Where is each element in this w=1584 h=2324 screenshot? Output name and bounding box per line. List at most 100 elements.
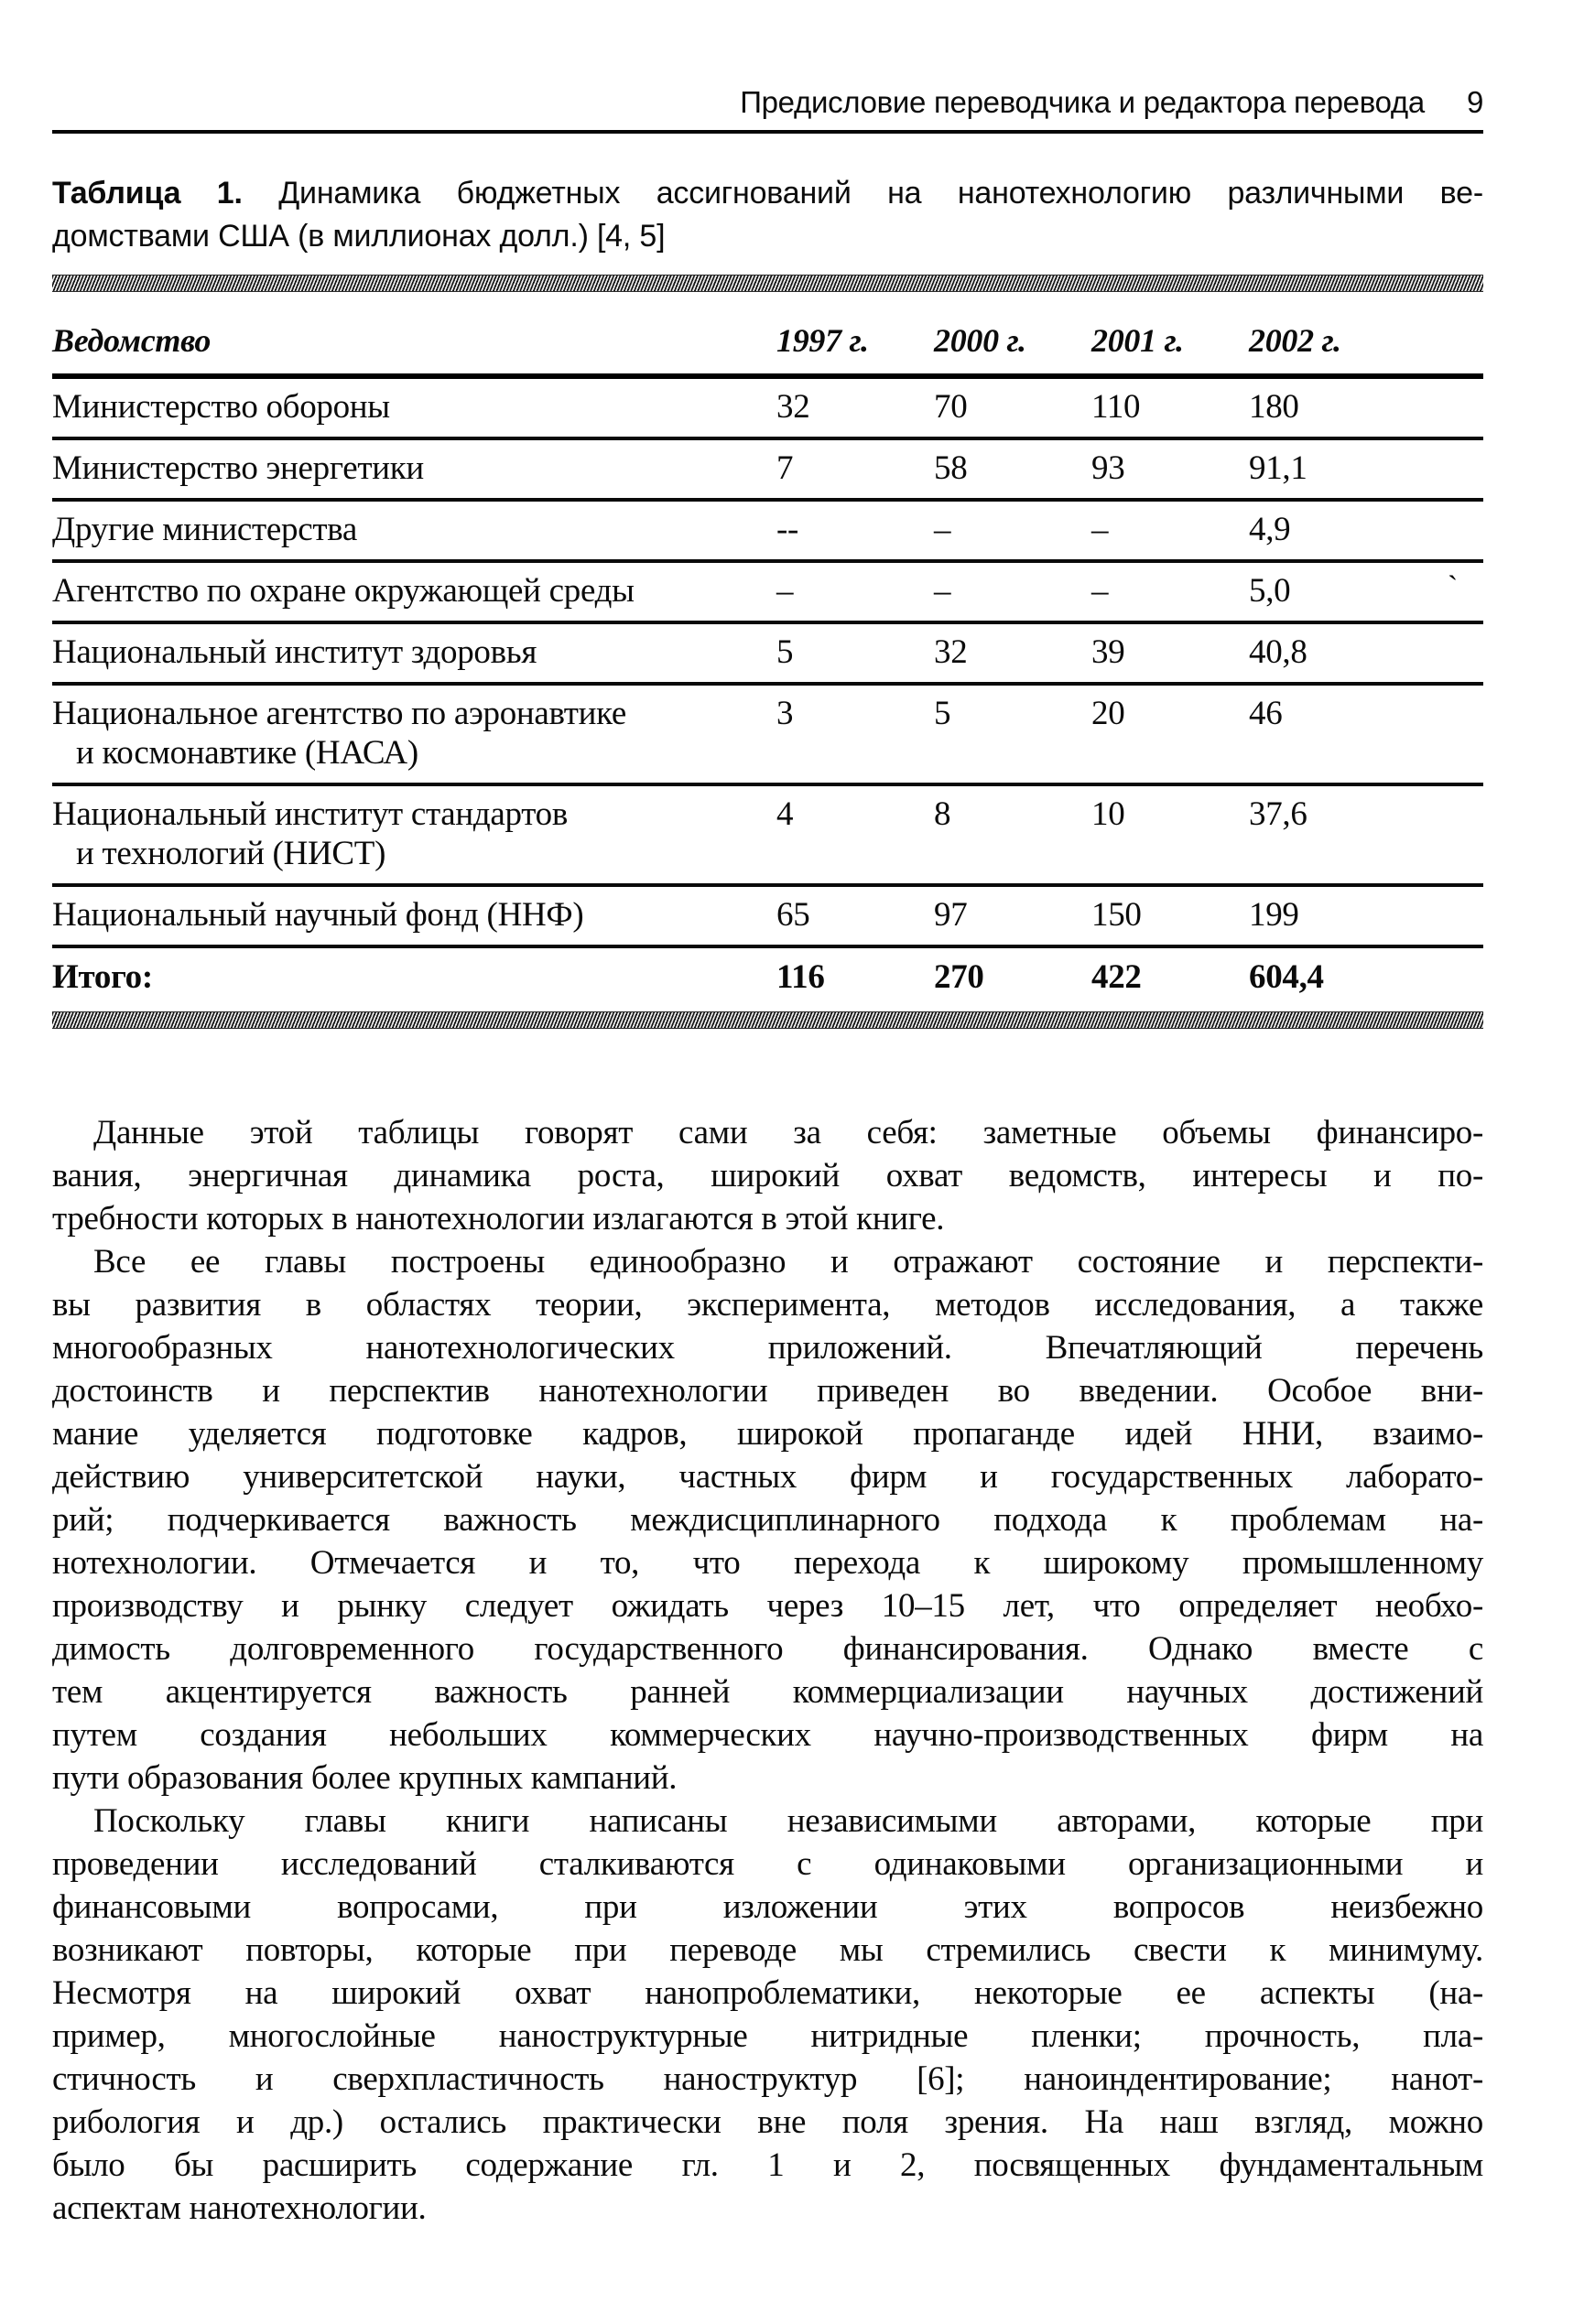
body-line: мание уделяется подготовке кадров, широк…	[52, 1415, 1483, 1453]
body-line: вы развития в областях теории, экспериме…	[52, 1286, 1483, 1324]
body-line: многообразных нанотехнологических прилож…	[52, 1329, 1483, 1367]
body-text: Данные этой таблицы говорят сами за себя…	[52, 1111, 1483, 2230]
cell-2000: 8	[934, 795, 951, 833]
row-label: Министерство обороны	[52, 388, 390, 426]
row-label-line-1: Национальный институт стандартов	[52, 795, 569, 833]
table-row: Национальный институт стандартов и техно…	[52, 786, 1483, 887]
body-line: Данные этой таблицы говорят сами за себя…	[93, 1114, 1483, 1151]
cell-2001: 150	[1091, 896, 1142, 934]
table-caption: Таблица 1. Динамика бюджетных ассигнован…	[52, 172, 1483, 258]
cell-1997: 4	[776, 795, 794, 833]
column-header-2001: 2001 г.	[1091, 322, 1184, 359]
table-caption-line-2: домствами США (в миллионах долл.) [4, 5]	[52, 219, 666, 254]
running-head: Предисловие переводчика и редактора пере…	[52, 85, 1483, 120]
body-line: димость долговременного государственного…	[52, 1630, 1483, 1668]
row-label: Другие министерства	[52, 511, 358, 548]
body-line: пути образования более крупных кампаний.	[52, 1759, 678, 1797]
total-1997: 116	[776, 958, 825, 996]
column-header-2000: 2000 г.	[934, 322, 1026, 359]
body-line: рибология и др.) остались практически вн…	[52, 2103, 1483, 2141]
row-label: Национальный научный фонд (ННФ)	[52, 896, 584, 934]
body-line: финансовыми вопросами, при изложении эти…	[52, 1888, 1483, 1926]
cell-2000: 58	[934, 449, 968, 487]
running-head-title: Предисловие переводчика и редактора пере…	[740, 85, 1425, 119]
scan-artifact-mark: ˋ	[1448, 570, 1459, 604]
cell-2000: 32	[934, 633, 968, 671]
cell-2000: 5	[934, 695, 951, 732]
body-line: аспектам нанотехнологии.	[52, 2189, 427, 2227]
cell-2000: 97	[934, 896, 968, 934]
total-2000: 270	[934, 958, 984, 996]
table-bottom-band	[52, 1011, 1483, 1029]
cell-1997: 65	[776, 896, 810, 934]
body-line: пример, многослойные наноструктурные нит…	[52, 2017, 1483, 2055]
table-row: Другие министерства -- – – 4,9	[52, 502, 1483, 563]
budget-table: Ведомство 1997 г. 2000 г. 2001 г. 2002 г…	[52, 275, 1483, 1029]
table-row: Министерство обороны 32 70 110 180	[52, 379, 1483, 440]
body-line: путем создания небольших коммерческих на…	[52, 1716, 1483, 1754]
row-label: Министерство энергетики	[52, 449, 424, 487]
column-header-2002: 2002 г.	[1249, 322, 1341, 359]
table-caption-label: Таблица 1.	[52, 176, 243, 211]
cell-2001: 39	[1091, 633, 1125, 671]
body-line: Несмотря на широкий охват нанопроблемати…	[52, 1974, 1483, 2012]
body-line: требности которых в нанотехнологии излаг…	[52, 1200, 945, 1238]
cell-2001: –	[1091, 511, 1109, 548]
total-label: Итого:	[52, 958, 153, 996]
column-header-agency: Ведомство	[52, 322, 212, 359]
table-row: Агентство по охране окружающей среды – –…	[52, 563, 1483, 624]
cell-2002: 46	[1249, 695, 1283, 732]
header-rule	[52, 130, 1483, 134]
cell-2001: 93	[1091, 449, 1125, 487]
body-line: возникают повторы, которые при переводе …	[52, 1931, 1483, 1969]
cell-1997: 3	[776, 695, 794, 732]
cell-2000: 70	[934, 388, 968, 426]
row-label: Национальный институт стандартов и техно…	[52, 794, 776, 873]
cell-1997: --	[776, 511, 799, 548]
cell-2002: 37,6	[1249, 795, 1307, 833]
cell-2000: –	[934, 572, 951, 610]
cell-2002: 40,8	[1249, 633, 1307, 671]
row-label-line-2: и космонавтике (НАСА)	[76, 734, 418, 772]
table-row: Национальное агентство по аэронавтике и …	[52, 686, 1483, 786]
row-label: Агентство по охране окружающей среды	[52, 572, 635, 610]
body-line: было бы расширить содержание гл. 1 и 2, …	[52, 2146, 1483, 2184]
body-line: рий; подчеркивается важность междисципли…	[52, 1501, 1483, 1539]
row-label-line-1: Национальное агентство по аэронавтике	[52, 695, 627, 732]
table-caption-line-1: Таблица 1. Динамика бюджетных ассигнован…	[52, 172, 1483, 215]
table-top-band	[52, 275, 1483, 292]
cell-2002: 5,0	[1249, 572, 1291, 610]
row-label-line-2: и технологий (НИСТ)	[76, 835, 386, 872]
table-row: Национальный институт здоровья 5 32 39 4…	[52, 624, 1483, 686]
total-2002: 604,4	[1249, 958, 1324, 996]
body-line: стичность и сверхпластичность нанострукт…	[52, 2060, 1483, 2098]
table-header-row: Ведомство 1997 г. 2000 г. 2001 г. 2002 г…	[52, 292, 1483, 379]
table-total-row: Итого: 116 270 422 604,4	[52, 948, 1483, 1011]
body-line: вания, энергичная динамика роста, широки…	[52, 1157, 1483, 1194]
cell-1997: 5	[776, 633, 794, 671]
total-2001: 422	[1091, 958, 1142, 996]
cell-2001: –	[1091, 572, 1109, 610]
body-line: нотехнологии. Отмечается и то, что перех…	[52, 1544, 1483, 1582]
cell-2001: 110	[1091, 388, 1141, 426]
row-label: Национальное агентство по аэронавтике и …	[52, 694, 776, 773]
body-line: достоинств и перспектив нанотехнологии п…	[52, 1372, 1483, 1410]
cell-2002: 91,1	[1249, 449, 1307, 487]
cell-2000: –	[934, 511, 951, 548]
body-line: тем акцентируется важность ранней коммер…	[52, 1673, 1483, 1711]
body-line: производству и рынку следует ожидать чер…	[52, 1587, 1483, 1625]
body-line: Поскольку главы книги написаны независим…	[93, 1802, 1483, 1840]
body-line: Все ее главы построены единообразно и от…	[93, 1243, 1483, 1281]
cell-2001: 10	[1091, 795, 1125, 833]
cell-2002: 199	[1249, 896, 1299, 934]
page-number: 9	[1466, 85, 1483, 119]
body-line: проведении исследований сталкиваются с о…	[52, 1845, 1483, 1883]
body-line: действию университетской науки, частных …	[52, 1458, 1483, 1496]
cell-2001: 20	[1091, 695, 1125, 732]
cell-2002: 180	[1249, 388, 1299, 426]
row-label: Национальный институт здоровья	[52, 633, 537, 671]
table-caption-text: Динамика бюджетных ассигнований на нанот…	[278, 176, 1483, 211]
cell-2002: 4,9	[1249, 511, 1291, 548]
table-row: Национальный научный фонд (ННФ) 65 97 15…	[52, 887, 1483, 948]
cell-1997: 32	[776, 388, 810, 426]
